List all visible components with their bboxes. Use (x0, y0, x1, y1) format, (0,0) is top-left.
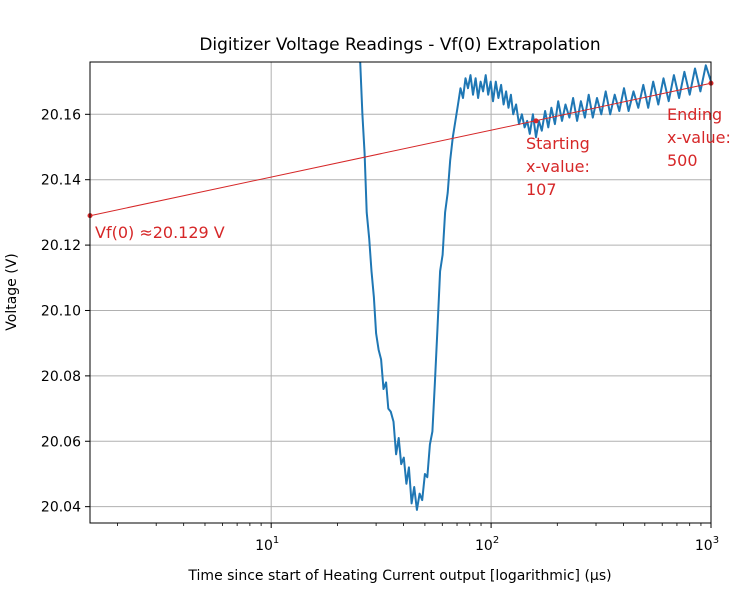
x-tick-label-base: 10 (475, 538, 493, 554)
chart-title: Digitizer Voltage Readings - Vf(0) Extra… (199, 35, 600, 55)
annotation-text: 107 (526, 180, 557, 199)
annotation-text: Vf(0) ≈20.129 V (95, 223, 225, 242)
x-tick-label: 103 (695, 535, 719, 554)
x-tick-label-exponent: 3 (713, 535, 719, 546)
x-tick-label-exponent: 2 (493, 535, 499, 546)
extrapolation-point-marker (533, 118, 539, 124)
x-axis-label: Time since start of Heating Current outp… (187, 568, 611, 584)
y-tick-label: 20.08 (41, 369, 81, 385)
plot-frame (89, 61, 712, 524)
y-axis-label: Voltage (V) (4, 253, 20, 330)
extrapolation-line (89, 82, 712, 217)
x-tick-label-base: 10 (695, 538, 713, 554)
annotation-text: 500 (667, 151, 698, 170)
y-tick-label: 20.14 (41, 173, 81, 189)
y-tick-label: 20.16 (41, 107, 81, 123)
y-tick-label: 20.10 (41, 303, 81, 319)
x-tick-label: 102 (475, 535, 499, 554)
y-tick-label: 20.04 (41, 500, 81, 516)
x-tick-label-exponent: 1 (273, 535, 279, 546)
x-tick-label-base: 10 (255, 538, 273, 554)
annotation-text: Starting (526, 134, 590, 153)
series-layer (89, 61, 712, 511)
annotation-text: x-value: (526, 157, 590, 176)
annotations-layer: Vf(0) ≈20.129 V Starting x-value: 107 Ending… (95, 105, 731, 242)
y-tick-label: 20.12 (41, 238, 81, 254)
x-tick-label: 101 (255, 535, 279, 554)
y-axis-ticks: 20.04 20.06 20.08 20.10 20.12 20.14 20.16 (41, 107, 90, 516)
y-tick-label: 20.06 (41, 434, 81, 450)
x-axis-ticks: 101 102 103 (117, 523, 719, 554)
voltage-series-line (359, 61, 712, 511)
annotation-text: x-value: (667, 128, 731, 147)
annotation-text: Ending (667, 105, 722, 124)
